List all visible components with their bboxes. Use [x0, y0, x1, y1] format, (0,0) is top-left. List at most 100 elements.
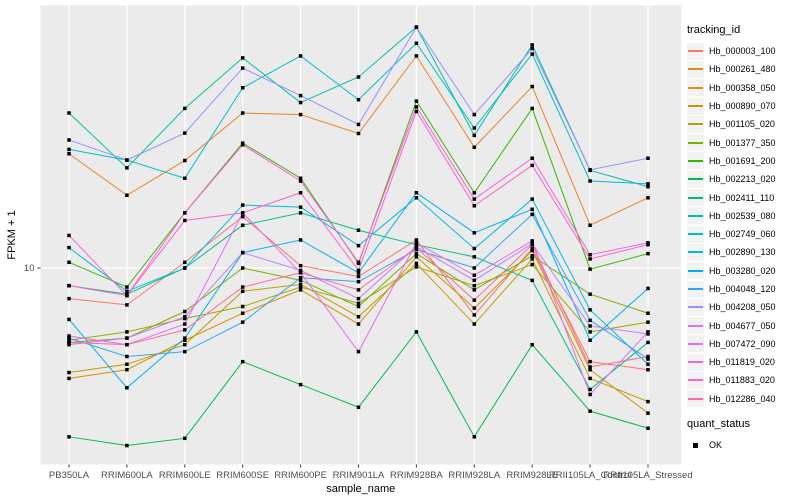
data-point — [125, 166, 129, 170]
legend-key-swatch — [687, 298, 704, 316]
data-point — [414, 196, 419, 200]
legend-key-swatch — [687, 207, 704, 225]
data-point — [530, 257, 534, 261]
y-axis-title: FPKM + 1 — [6, 210, 18, 259]
data-point — [183, 158, 187, 163]
data-point — [530, 254, 534, 258]
data-point — [240, 223, 245, 227]
legend-key-line — [688, 251, 703, 254]
data-point — [646, 362, 650, 367]
data-point — [298, 238, 303, 242]
data-point — [298, 205, 303, 209]
legend-item-label: Hb_002213_020 — [709, 174, 776, 185]
data-point — [240, 320, 245, 324]
legend-key-line — [688, 379, 703, 382]
legend-item-Hb_000890_070: Hb_000890_070 — [687, 97, 797, 115]
x-tick-label: RRIM600SE — [216, 470, 269, 481]
x-tick-label: RRII105LA_Stressed — [603, 470, 692, 481]
legend-key-swatch — [687, 353, 704, 371]
data-point — [588, 330, 592, 334]
data-point — [646, 332, 650, 336]
data-point — [125, 354, 129, 359]
data-point — [298, 179, 303, 183]
data-point — [646, 184, 650, 189]
data-point — [414, 105, 419, 109]
data-point — [588, 267, 592, 271]
data-point — [298, 190, 303, 195]
data-point — [183, 106, 187, 111]
data-point — [646, 426, 650, 430]
x-tick-label: RRIM600PE — [274, 470, 327, 481]
data-point — [472, 112, 477, 117]
data-point — [298, 268, 303, 273]
data-point — [125, 293, 129, 298]
data-point — [646, 320, 650, 324]
data-point — [240, 214, 245, 219]
legend-panel: tracking_id Hb_000003_100 Hb_000261_480 Hb… — [687, 24, 797, 454]
x-tick-label: RRIM600LA — [101, 470, 153, 481]
plot-panel — [40, 5, 681, 465]
data-point — [67, 435, 71, 439]
data-point — [356, 97, 361, 102]
legend-item-Hb_003280_020: Hb_003280_020 — [687, 262, 797, 280]
legend-key-swatch — [687, 42, 704, 60]
data-point — [67, 342, 71, 347]
black-square-point-icon — [693, 442, 698, 448]
data-point — [240, 211, 245, 215]
data-point — [530, 207, 534, 212]
data-point — [67, 283, 71, 288]
data-point — [472, 133, 477, 138]
legend-item-Hb_002411_110: Hb_002411_110 — [687, 188, 797, 207]
data-point — [530, 84, 534, 89]
legend-key-swatch — [687, 115, 704, 133]
data-point — [356, 349, 361, 354]
data-point — [646, 357, 650, 361]
data-point — [588, 179, 592, 183]
data-point — [183, 314, 187, 319]
data-point — [67, 296, 71, 301]
x-tick-label: RRIM600LE — [159, 470, 211, 481]
data-point — [472, 435, 477, 439]
legend-item-Hb_001105_020: Hb_001105_020 — [687, 115, 797, 133]
quant-item-label: OK — [709, 440, 723, 451]
legend-item-Hb_001377_350: Hb_001377_350 — [687, 133, 797, 152]
data-point — [125, 330, 129, 334]
legend-item-label: Hb_012286_040 — [709, 393, 776, 404]
legend-item-label: Hb_001377_350 — [709, 137, 776, 148]
legend-item-label: Hb_004208_050 — [709, 302, 776, 313]
data-point — [646, 367, 650, 372]
legend-item-Hb_004048_120: Hb_004048_120 — [687, 280, 797, 298]
x-tick-label: RRIM928LE — [506, 470, 558, 481]
data-point — [646, 411, 650, 415]
legend-key-swatch — [687, 79, 704, 97]
x-tick-label: RRII105LA_Control — [549, 470, 631, 481]
data-point — [67, 340, 71, 345]
quant-key-swatch — [687, 437, 704, 454]
data-point — [298, 278, 303, 283]
data-point — [472, 204, 477, 208]
legend-key-line — [688, 86, 703, 89]
data-point — [646, 196, 650, 200]
legend-item-label: Hb_001105_020 — [709, 119, 775, 130]
legend-key-line — [688, 196, 703, 199]
data-point — [414, 99, 419, 103]
legend-item-label: Hb_011883_020 — [709, 375, 775, 386]
data-point — [414, 261, 419, 266]
data-point — [588, 359, 592, 364]
data-point — [298, 93, 303, 98]
legend-key-line — [688, 288, 703, 290]
data-point — [588, 392, 592, 397]
data-point — [530, 197, 534, 201]
data-point — [588, 324, 592, 328]
legend-item-list: Hb_000003_100 Hb_000261_480 Hb_000358_050 H… — [687, 42, 797, 408]
data-point — [530, 46, 534, 51]
legend-key-swatch — [687, 335, 704, 353]
legend-item-Hb_004677_050: Hb_004677_050 — [687, 316, 797, 335]
legend-key-swatch — [687, 280, 704, 298]
data-point — [240, 203, 245, 207]
legend-key-line — [688, 233, 703, 236]
legend-item-Hb_002213_020: Hb_002213_020 — [687, 170, 797, 188]
axis-ticks — [37, 267, 649, 468]
legend-item-Hb_000358_050: Hb_000358_050 — [687, 79, 797, 97]
quant-item-OK: OK — [687, 436, 797, 454]
